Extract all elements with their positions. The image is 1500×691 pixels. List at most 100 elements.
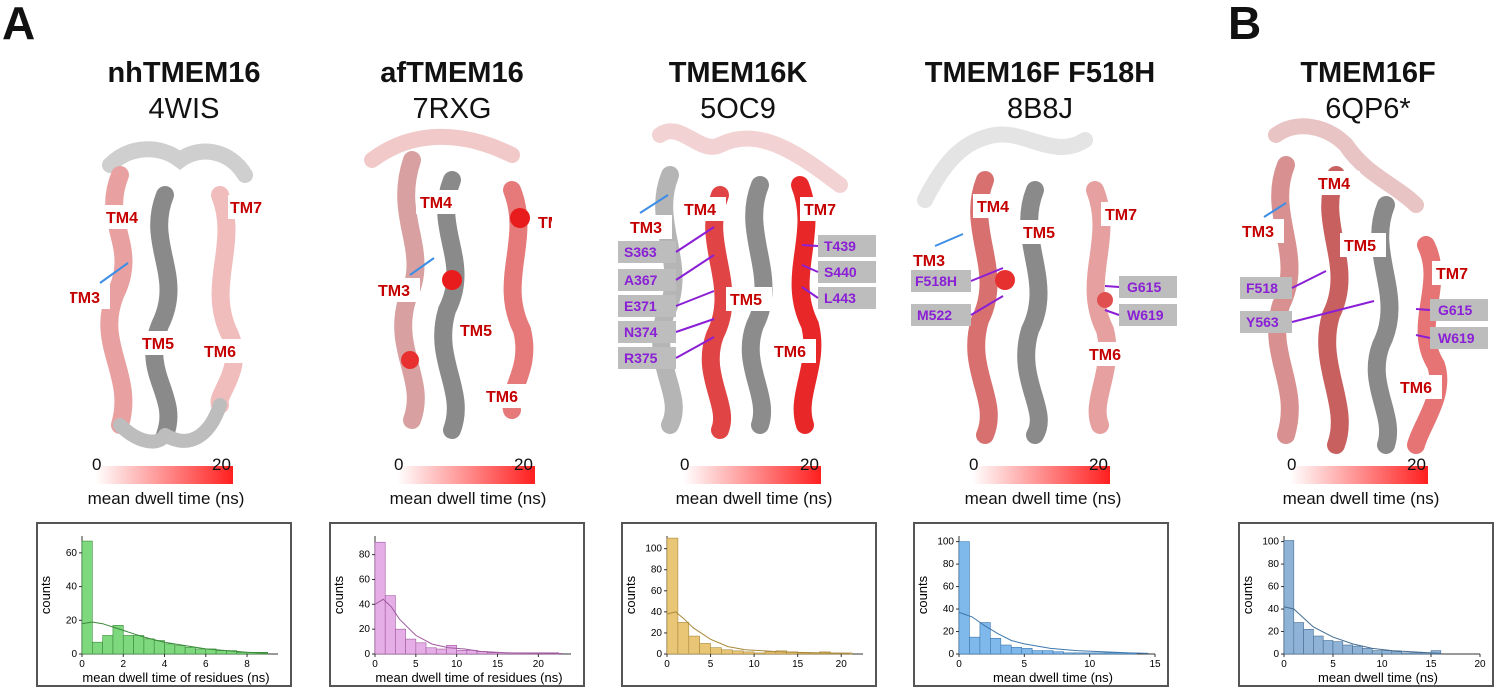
x-tick-label: 0 bbox=[372, 659, 378, 670]
colorbar-gradient bbox=[397, 466, 535, 484]
histogram-bar bbox=[486, 652, 498, 655]
residue-label: N374 bbox=[624, 324, 658, 340]
histogram-bar bbox=[1094, 652, 1106, 655]
x-tick-label: 0 bbox=[956, 659, 962, 670]
histogram-bar bbox=[764, 651, 777, 655]
histogram-bar bbox=[164, 643, 176, 655]
histogram-bar bbox=[1000, 644, 1012, 655]
y-axis-label: counts bbox=[38, 575, 53, 614]
histogram-bar bbox=[979, 622, 991, 655]
histogram-bar bbox=[1322, 640, 1334, 655]
y-tick-label: 60 bbox=[943, 582, 955, 593]
colorbar-min: 0 bbox=[92, 455, 102, 474]
colorbar-max: 20 bbox=[1407, 455, 1426, 474]
histogram-bar bbox=[1293, 622, 1304, 655]
residue-label: W619 bbox=[1127, 307, 1164, 323]
x-tick-label: 20 bbox=[1474, 659, 1486, 670]
histogram-bar bbox=[969, 636, 981, 655]
colorbar-label: mean dwell time (ns) bbox=[675, 489, 833, 508]
y-tick-label: 20 bbox=[1268, 627, 1280, 638]
histogram-bar bbox=[753, 652, 766, 655]
x-tick-label: 20 bbox=[533, 659, 545, 670]
helix-label: TM5 bbox=[460, 323, 492, 340]
colorbar-gradient bbox=[95, 466, 233, 484]
residue-label: L443 bbox=[824, 290, 856, 306]
residue-label: M522 bbox=[917, 307, 952, 323]
helix-label: TM5 bbox=[730, 292, 762, 309]
panel-letter-a: A bbox=[2, 0, 36, 49]
histogram-bar bbox=[1430, 650, 1442, 655]
helix-label: TM5 bbox=[142, 336, 174, 353]
residue-arrow bbox=[1415, 334, 1431, 339]
x-tick-label: 0 bbox=[1281, 659, 1287, 670]
x-tick-label: 8 bbox=[244, 659, 250, 670]
y-axis-label: counts bbox=[915, 575, 930, 614]
residue-arrow bbox=[675, 290, 715, 307]
x-tick-label: 15 bbox=[1425, 659, 1437, 670]
residue-arrow bbox=[970, 267, 1004, 282]
pointer-arrow bbox=[639, 194, 669, 214]
pointer-arrow bbox=[934, 233, 964, 247]
residue-label: G615 bbox=[1127, 279, 1161, 295]
histogram-bar bbox=[1371, 650, 1383, 655]
helix-label: TM4 bbox=[1318, 176, 1350, 193]
histogram-bar bbox=[215, 650, 227, 655]
x-tick-label: 4 bbox=[162, 659, 168, 670]
helix-label: TM5 bbox=[1344, 238, 1376, 255]
residue-arrow bbox=[801, 244, 819, 247]
residue-arrow bbox=[675, 254, 715, 281]
y-tick-label: 60 bbox=[359, 574, 371, 585]
histogram-bar bbox=[732, 650, 744, 655]
x-tick-label: 10 bbox=[451, 659, 463, 670]
y-axis-label: counts bbox=[623, 575, 638, 614]
y-tick-label: 20 bbox=[66, 615, 78, 626]
histogram-bar bbox=[102, 635, 114, 655]
helix-label: TM3 bbox=[70, 290, 100, 307]
x-tick-label: 5 bbox=[1022, 659, 1028, 670]
pointer-arrow bbox=[99, 262, 129, 284]
residue-arrow bbox=[801, 286, 819, 299]
residue-label: G615 bbox=[1438, 302, 1472, 318]
histogram-bar bbox=[456, 649, 468, 655]
histogram-bar bbox=[699, 643, 711, 655]
helix-label: TM4 bbox=[106, 210, 138, 227]
histogram-tmem16k: 0 5 10 15 20 0 20 40 60 80 100 counts bbox=[621, 522, 877, 687]
x-tick-label: 0 bbox=[664, 659, 670, 670]
helix-label: TM7 bbox=[804, 202, 836, 219]
y-tick-label: 100 bbox=[1262, 537, 1279, 548]
structure-render-nhtmem16: TM4 TM7 TM3 TM5 TM6 bbox=[70, 141, 270, 449]
x-tick-label: 15 bbox=[492, 659, 504, 670]
y-tick-label: 60 bbox=[66, 548, 78, 559]
x-axis-label: mean dwell time (ns) bbox=[1318, 670, 1438, 685]
histogram-bar bbox=[958, 541, 970, 655]
histogram-bar bbox=[1303, 628, 1314, 655]
y-tick-label: 40 bbox=[66, 582, 78, 593]
y-tick-label: 80 bbox=[1268, 559, 1280, 570]
y-tick-label: 0 bbox=[1273, 649, 1279, 660]
colorbar-label: mean dwell time (ns) bbox=[389, 489, 547, 508]
residue-arrow bbox=[1104, 285, 1120, 288]
residue-arrow bbox=[1415, 308, 1431, 311]
protein-title: TMEM16F bbox=[1300, 57, 1436, 89]
structure-render-tmem16k: TM3 TM4 TM7 TM5 TM6 S363 A367 E371 N374 … bbox=[618, 123, 876, 439]
histogram-bar bbox=[710, 647, 722, 655]
helix-label: TM7 bbox=[1105, 207, 1137, 224]
structure-render-tmem16f-f518h: TM4 TM5 TM7 TM3 TM6 F518H M522 G615 W619 bbox=[909, 126, 1177, 444]
histogram-bar bbox=[721, 649, 733, 655]
histogram-bar bbox=[425, 647, 437, 655]
colorbar-max: 20 bbox=[800, 455, 819, 474]
histogram-bar bbox=[1313, 635, 1324, 655]
histogram-bar bbox=[1105, 652, 1117, 655]
residue-label: S440 bbox=[824, 264, 857, 280]
kde-curve bbox=[666, 611, 850, 654]
histogram-bar bbox=[1352, 645, 1363, 655]
colorbar-max: 20 bbox=[212, 455, 231, 474]
kde-curve bbox=[958, 611, 1149, 654]
y-tick-label: 0 bbox=[656, 649, 662, 660]
x-tick-label: 10 bbox=[1376, 659, 1388, 670]
histogram-bar bbox=[688, 635, 700, 655]
pdb-id: 6QP6* bbox=[1325, 93, 1411, 125]
x-tick-label: 2 bbox=[120, 659, 126, 670]
x-tick-label: 6 bbox=[203, 659, 209, 670]
colorbar-min: 0 bbox=[969, 455, 979, 474]
